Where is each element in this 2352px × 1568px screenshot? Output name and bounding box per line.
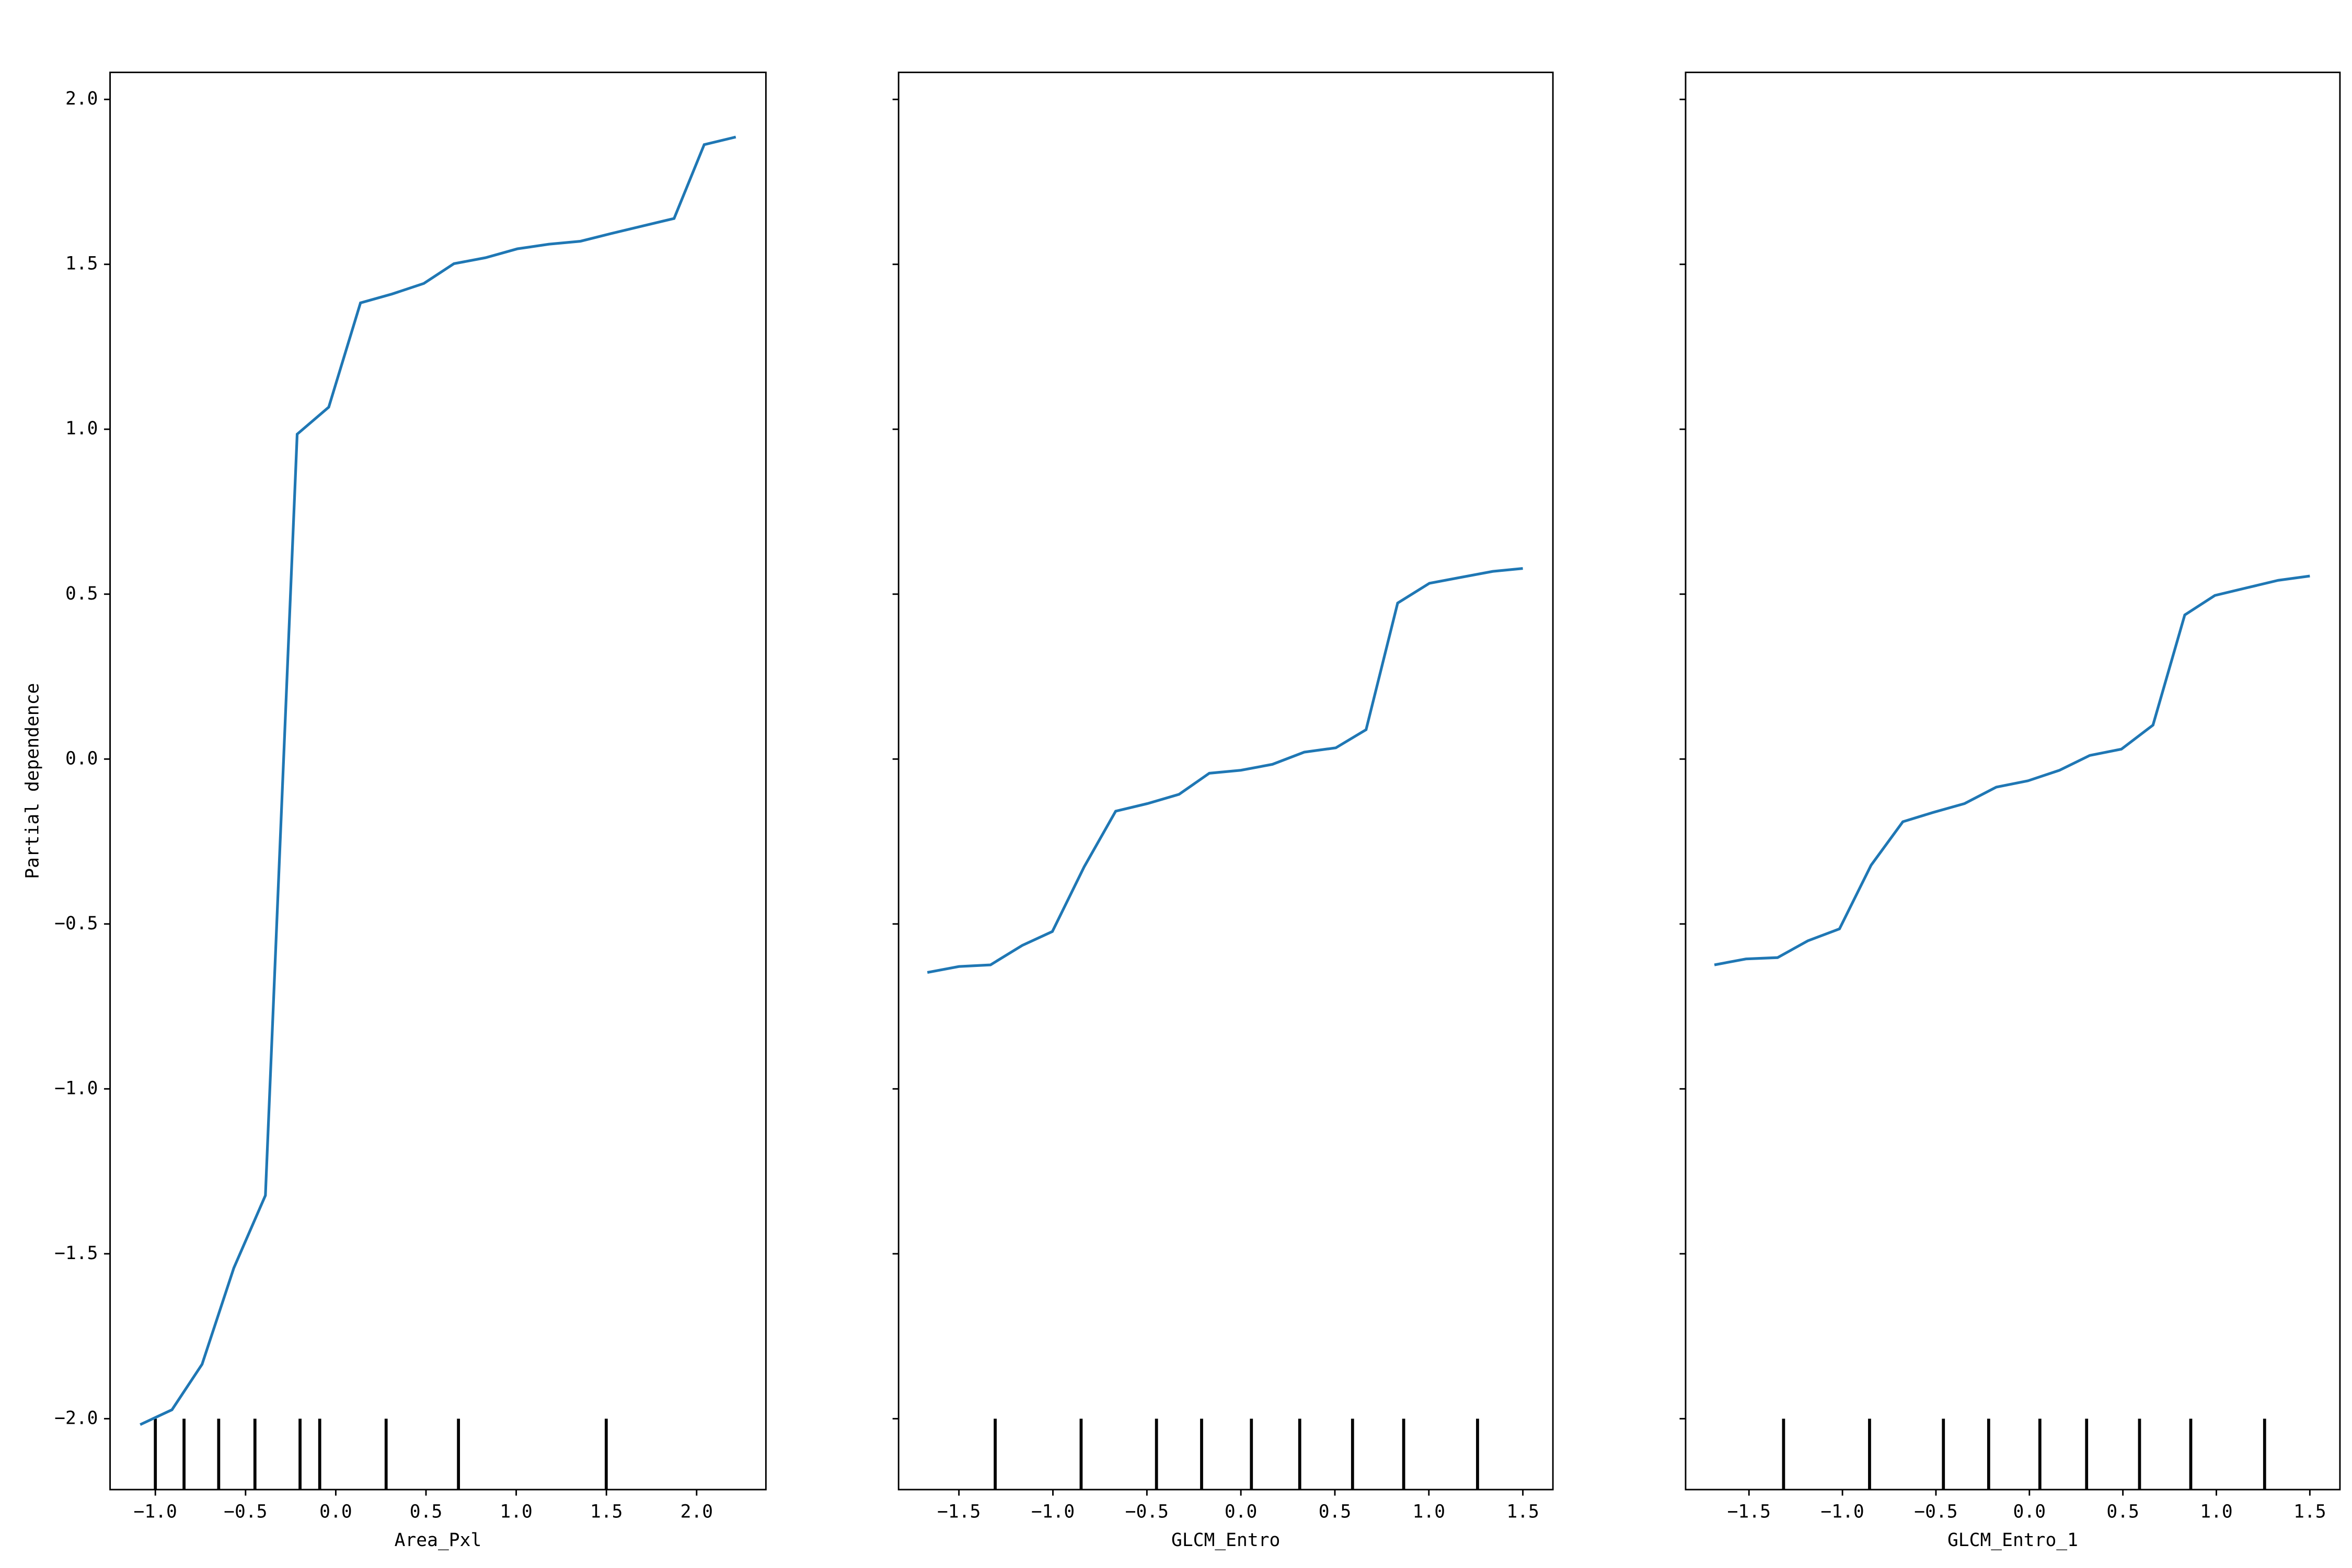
x-tick-label: −1.0	[1820, 1501, 1864, 1522]
y-tick-label: 1.0	[65, 418, 98, 439]
y-tick-label: 0.0	[65, 748, 98, 769]
y-tick-label: −2.0	[54, 1408, 98, 1428]
x-tick-label: 1.5	[590, 1501, 623, 1522]
x-tick-label: −1.5	[1727, 1501, 1771, 1522]
x-axis-label: GLCM_Entro_1	[1947, 1530, 2078, 1551]
y-tick-label: 1.5	[65, 253, 98, 274]
x-tick-label: 1.5	[1506, 1501, 1539, 1522]
y-tick-label: 0.5	[65, 583, 98, 604]
y-tick-label: −0.5	[54, 913, 98, 934]
y-tick-label: 2.0	[65, 88, 98, 109]
x-tick-label: −0.5	[1914, 1501, 1957, 1522]
x-tick-label: −0.5	[1125, 1501, 1169, 1522]
x-tick-label: 0.0	[2013, 1501, 2046, 1522]
pd-line	[1714, 574, 2310, 966]
x-axis-label: Area_Pxl	[395, 1530, 482, 1551]
x-tick-label: 1.0	[500, 1501, 533, 1522]
x-tick-label: 1.5	[2293, 1501, 2326, 1522]
x-tick-label: 0.5	[2106, 1501, 2139, 1522]
x-tick-label: −0.5	[224, 1501, 267, 1522]
x-tick-label: 1.0	[1413, 1501, 1446, 1522]
x-tick-label: −1.5	[937, 1501, 981, 1522]
x-tick-label: 0.5	[1319, 1501, 1352, 1522]
axes-frame	[109, 72, 767, 1491]
x-tick-label: 0.0	[319, 1501, 352, 1522]
y-tick-label: −1.0	[54, 1078, 98, 1099]
x-tick-label: 0.0	[1225, 1501, 1258, 1522]
x-tick-label: −1.0	[1031, 1501, 1075, 1522]
x-tick-label: −1.0	[134, 1501, 177, 1522]
axes-frame	[1685, 72, 2341, 1491]
y-axis-label: Partial dependence	[22, 683, 43, 879]
pd-line	[927, 567, 1523, 974]
y-tick-label: −1.5	[54, 1243, 98, 1264]
axes-frame	[897, 72, 1554, 1491]
x-axis-label: GLCM_Entro	[1171, 1530, 1280, 1551]
x-tick-label: 1.0	[2200, 1501, 2233, 1522]
x-tick-label: 2.0	[681, 1501, 713, 1522]
x-tick-label: 0.5	[410, 1501, 443, 1522]
pd-line	[140, 135, 736, 1426]
